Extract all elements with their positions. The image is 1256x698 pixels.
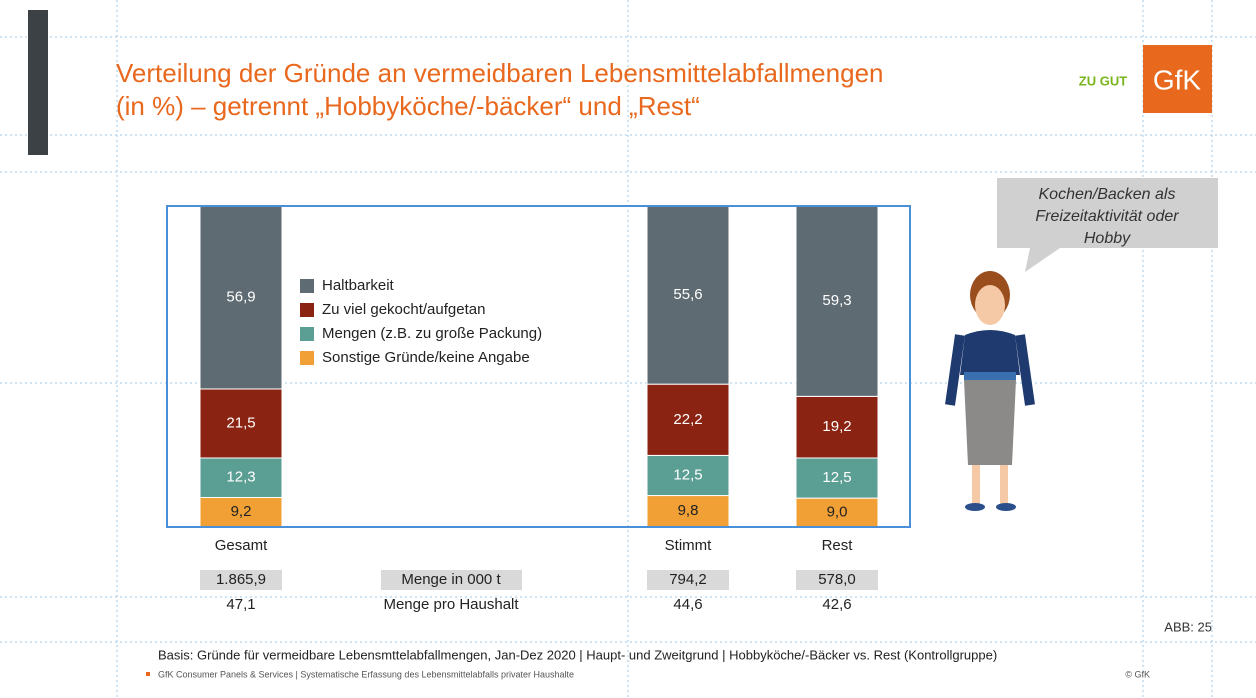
legend-swatch bbox=[300, 351, 314, 365]
row-value-box bbox=[200, 570, 282, 590]
data-label: 59,3 bbox=[822, 292, 851, 309]
data-label: 12,5 bbox=[822, 469, 851, 486]
side-bar bbox=[28, 10, 48, 155]
row-value: 47,1 bbox=[226, 596, 255, 613]
data-label: 55,6 bbox=[673, 286, 702, 303]
row-value: 794,2 bbox=[669, 571, 707, 588]
title: (in %) – getrennt „Hobbyköche/-bäcker“ u… bbox=[116, 91, 700, 121]
row-label: Menge in 000 t bbox=[401, 571, 501, 588]
legend-label: Haltbarkeit bbox=[322, 277, 395, 294]
woman-figure bbox=[945, 271, 1035, 511]
row-value: 1.865,9 bbox=[216, 571, 266, 588]
badge: ZU GUT bbox=[1079, 73, 1127, 88]
basis: Basis: Gründe für vermeidbare Lebensmtte… bbox=[158, 647, 997, 662]
data-label: 19,2 bbox=[822, 418, 851, 435]
selection-frame bbox=[166, 205, 911, 528]
callout-box bbox=[997, 178, 1218, 248]
row-value-box bbox=[647, 570, 729, 590]
legend-label: Mengen (z.B. zu große Packung) bbox=[322, 325, 542, 342]
callout: Kochen/Backen als bbox=[1039, 186, 1176, 203]
data-label: 9,8 bbox=[678, 502, 699, 519]
data-label: 9,2 bbox=[231, 503, 252, 520]
callout-tail bbox=[1025, 248, 1060, 272]
legend-label: Sonstige Gründe/keine Angabe bbox=[322, 349, 530, 366]
page-number: ABB: 25 bbox=[1164, 619, 1212, 634]
source: GfK Consumer Panels & Services | Systema… bbox=[158, 669, 574, 679]
data-label: 56,9 bbox=[226, 289, 255, 306]
bar-segment bbox=[795, 395, 879, 459]
bar-segment bbox=[795, 205, 879, 397]
legend-label: Zu viel gekocht/aufgetan bbox=[322, 301, 485, 318]
row-value: 44,6 bbox=[673, 596, 702, 613]
callout: Freizeitaktivität oder bbox=[1035, 208, 1179, 225]
data-label: 12,5 bbox=[673, 466, 702, 483]
row-label: Menge pro Haushalt bbox=[383, 596, 519, 613]
legend-swatch bbox=[300, 279, 314, 293]
bar-segment bbox=[199, 457, 283, 498]
x-tick-label: Stimmt bbox=[665, 537, 712, 554]
bar-segment bbox=[199, 388, 283, 459]
legend-swatch bbox=[300, 303, 314, 317]
bar-segment bbox=[646, 205, 730, 385]
x-tick-label: Gesamt bbox=[215, 537, 268, 554]
x-tick-label: Rest bbox=[822, 537, 854, 554]
data-label: 12,3 bbox=[226, 469, 255, 486]
data-label: 21,5 bbox=[226, 414, 255, 431]
row-value-box bbox=[796, 570, 878, 590]
callout: Hobby bbox=[1084, 230, 1131, 247]
bar-segment bbox=[795, 457, 879, 499]
row-value: 578,0 bbox=[818, 571, 856, 588]
row-label-box bbox=[381, 570, 522, 590]
title: Verteilung der Gründe an vermeidbaren Le… bbox=[116, 58, 883, 88]
bar-segment bbox=[199, 205, 283, 390]
copyright: © GfK bbox=[1125, 669, 1150, 679]
legend-swatch bbox=[300, 327, 314, 341]
row-value: 42,6 bbox=[822, 596, 851, 613]
data-label: 9,0 bbox=[827, 504, 848, 521]
bullet bbox=[146, 672, 150, 676]
chart: Gesamt 9,2 12,3 21,5 56,9 Stimmt 9,8 12,5 22,2 55… bbox=[199, 205, 879, 613]
bar-segment bbox=[795, 497, 879, 528]
logo: GfK bbox=[1153, 64, 1202, 95]
data-label: 22,2 bbox=[673, 411, 702, 428]
logo-box bbox=[1143, 45, 1212, 113]
bar-segment bbox=[646, 383, 730, 456]
